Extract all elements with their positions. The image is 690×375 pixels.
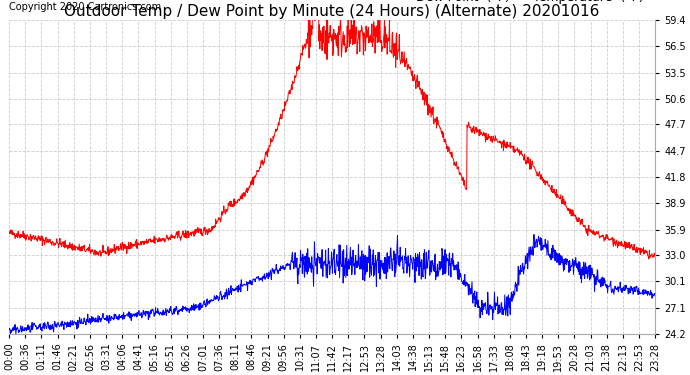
Legend: Dew Point  (°F), Temperature  (°F): Dew Point (°F), Temperature (°F) <box>392 0 649 9</box>
Text: Copyright 2020 Cartronics.com: Copyright 2020 Cartronics.com <box>9 2 161 12</box>
Title: Outdoor Temp / Dew Point by Minute (24 Hours) (Alternate) 20201016: Outdoor Temp / Dew Point by Minute (24 H… <box>64 4 600 19</box>
